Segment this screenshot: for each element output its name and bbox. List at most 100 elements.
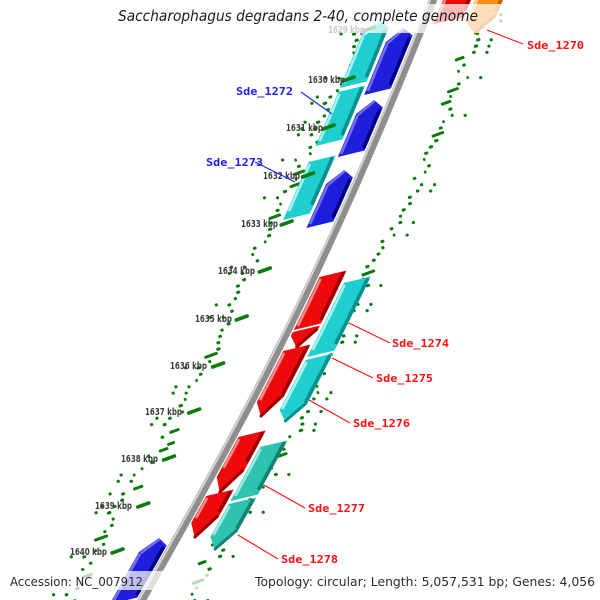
- gene-label-line-Sde_1277: [263, 484, 306, 509]
- gc-plot-dash-left: [275, 208, 280, 213]
- gc-plot-dash-left: [328, 95, 333, 99]
- gene-highlight-g6: [309, 185, 329, 225]
- gene-highlight-g10: [296, 278, 322, 327]
- gc-plot-dash-left: [242, 265, 247, 269]
- gc-plot-dash-left: [106, 510, 112, 515]
- gc-plot-dash-right: [407, 195, 412, 200]
- backbone-highlight: [137, 0, 432, 600]
- gc-plot-dash-right: [456, 82, 461, 86]
- gene-feature-g5: [283, 155, 336, 220]
- gc-plot-dash-left: [94, 534, 109, 542]
- footer-overlay-band: [0, 571, 600, 590]
- gene-shadow-g1: [365, 28, 388, 78]
- tick-label-1638-kbp: 1638 kbp: [121, 454, 158, 465]
- tick-dash-1631-kbp: [321, 123, 336, 131]
- gc-plot-dash-right: [392, 233, 396, 237]
- gene-highlight-g5: [288, 163, 311, 212]
- gc-plot-dash-left: [289, 182, 301, 189]
- gc-plot-dash-left: [116, 479, 120, 483]
- tick-dash-1634-kbp: [257, 266, 273, 274]
- gc-plot-dash-left: [81, 567, 85, 572]
- gc-plot-dash-right: [427, 164, 431, 168]
- gc-plot-dash-left: [129, 479, 134, 483]
- gc-plot-dash-left: [236, 290, 241, 295]
- gc-plot-dash-right: [380, 239, 385, 244]
- gc-plot-dash-left: [227, 271, 232, 276]
- gc-plot-dash-left: [268, 221, 273, 225]
- gene-label-Sde_1270: Sde_1270: [527, 39, 584, 52]
- gc-plot-dash-left: [308, 152, 312, 156]
- gc-plot-dash-left: [155, 416, 159, 420]
- tick-label-1635-kbp: 1635 kbp: [195, 314, 232, 325]
- gene-shadow-g10: [319, 271, 345, 321]
- genome-backbone: [137, 0, 438, 600]
- gc-plot-dash-left: [315, 95, 320, 99]
- gc-plot-dash-left: [351, 44, 357, 49]
- gene-label-line-Sde_1273: [254, 161, 296, 183]
- gene-highlight-g2: [318, 93, 341, 142]
- gene-label-line-Sde_1276: [308, 399, 351, 424]
- gene-shadow-g17: [257, 441, 286, 491]
- gene-shadow-g12: [281, 345, 309, 395]
- gc-plot-dash-left: [103, 530, 107, 534]
- tick-label-1636-kbp: 1636 kbp: [170, 361, 207, 372]
- gene-labels: Sde_1270 Sde_1272 Sde_1273 Sde_1274 Sde_1275…: [206, 29, 584, 566]
- gc-plot-dash-right: [325, 397, 329, 401]
- gc-plot-dash-left: [309, 133, 314, 137]
- backbone-line: [137, 0, 438, 600]
- gc-plot-dash-left: [280, 158, 285, 162]
- gene-arrow-shadow-g14: [283, 402, 308, 423]
- gc-plot-dash-right: [341, 334, 346, 338]
- gc-plot-dash-left: [168, 416, 172, 420]
- gc-plot-dash-left: [310, 101, 314, 105]
- gc-plot-dash-right: [408, 201, 413, 206]
- gc-plot-dash-right: [322, 372, 327, 376]
- gc-plot-dash-left: [101, 542, 106, 546]
- tick-dash-1630-kbp: [341, 75, 356, 83]
- gc-plot-dash-right: [319, 409, 323, 414]
- gene-shadow-g4: [362, 108, 382, 149]
- gc-plot-dash-left: [150, 460, 155, 465]
- gc-plot-dash-right: [221, 548, 226, 552]
- gc-plot-dash-left: [178, 403, 184, 408]
- gene-highlight-g18: [212, 505, 231, 536]
- gc-plot-dash-left: [263, 240, 267, 244]
- gc-plot-dash-left: [51, 593, 56, 597]
- gc-plot-dash-right: [434, 138, 439, 143]
- gc-plot-dash-left: [296, 133, 301, 137]
- gc-plot-dash-right: [431, 130, 445, 138]
- tick-label-1639-kbp: 1639 kbp: [95, 501, 132, 512]
- gc-plot-dash-right: [231, 554, 235, 559]
- gc-plot-dash-left: [335, 89, 340, 93]
- gene-arrow-highlight-g6: [326, 170, 346, 187]
- gc-plot-dash-right: [217, 554, 223, 559]
- gene-arrow-shadow-g12: [259, 394, 285, 418]
- gc-plot-dash-left: [297, 164, 301, 169]
- gc-plot-dash-right: [466, 76, 470, 80]
- gc-plot-dash-left: [322, 114, 327, 118]
- gc-plot-dash-right: [405, 233, 409, 237]
- gc-plot-dash-right: [457, 69, 460, 73]
- gc-plot-dash-left: [354, 38, 359, 43]
- gc-plot-dash-left: [183, 397, 187, 401]
- gc-plot-dash-right: [300, 422, 305, 426]
- gc-plot-dash-left: [282, 189, 288, 194]
- gc-plot-dash-right: [412, 176, 417, 181]
- gc-plot-dash-left: [146, 454, 151, 458]
- gc-plot-dash-right: [429, 189, 433, 193]
- gc-plot-dash-right: [422, 157, 426, 162]
- gc-plot-dash-left: [218, 334, 223, 339]
- gc-plot-dash-left: [262, 196, 267, 200]
- gc-plot-dash-left: [312, 126, 318, 131]
- gc-plot-dash-left: [169, 427, 180, 434]
- gc-plot-dash-left: [132, 473, 136, 477]
- tick-dash-1637-kbp: [186, 407, 202, 415]
- gc-plot-dash-right: [440, 99, 452, 106]
- gc-plot-dash-right: [449, 94, 453, 99]
- gc-plot-dash-right: [361, 269, 376, 277]
- gene-shadow-g3: [388, 36, 411, 86]
- gc-plot-dash-left: [268, 213, 282, 221]
- gc-plot-dash-right: [248, 510, 253, 514]
- gene-arrow-shadow-g15: [218, 469, 245, 494]
- gc-plot-dash-right: [381, 246, 385, 250]
